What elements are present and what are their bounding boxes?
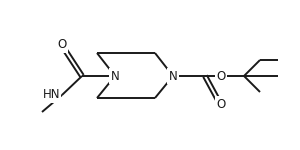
Text: N: N [169,69,177,82]
Text: O: O [216,98,226,111]
Text: N: N [111,69,119,82]
Text: HN: HN [43,88,60,102]
Text: O: O [216,69,226,82]
Text: O: O [57,39,67,51]
